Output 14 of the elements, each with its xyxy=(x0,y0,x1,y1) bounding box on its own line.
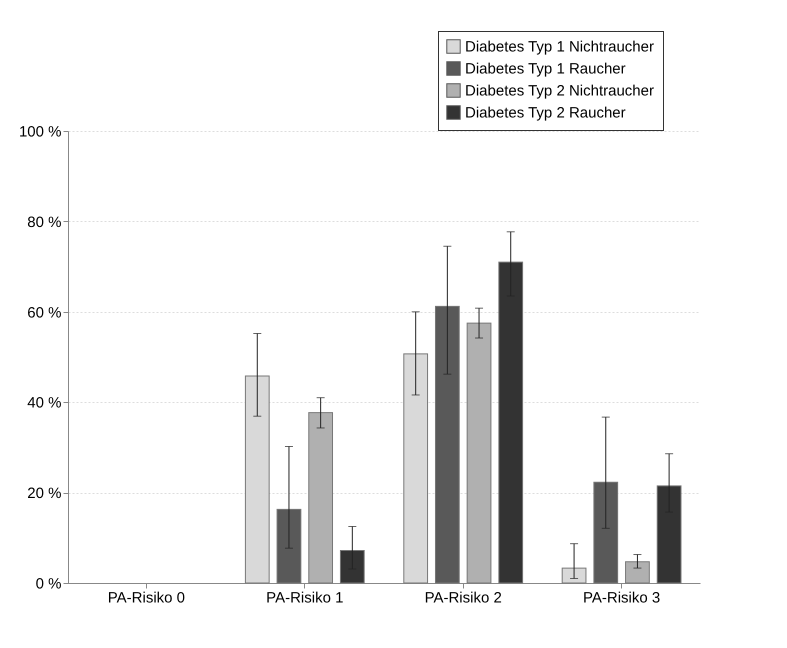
x-tick-label: PA-Risiko 2 xyxy=(424,590,502,606)
y-tick-label: 0 % xyxy=(36,576,62,592)
x-tick-label: PA-Risiko 3 xyxy=(582,590,660,606)
x-tick-label: PA-Risiko 1 xyxy=(266,590,344,606)
legend-label: Diabetes Typ 2 Nichtraucher xyxy=(465,82,654,100)
legend-label: Diabetes Typ 1 Nichtraucher xyxy=(465,38,654,56)
y-tick-label: 60 % xyxy=(27,304,62,322)
y-tick-label: 100 % xyxy=(18,124,62,140)
legend-label: Diabetes Typ 1 Raucher xyxy=(465,60,626,78)
y-tick-label: 80 % xyxy=(27,214,62,231)
legend-label: Diabetes Typ 2 Raucher xyxy=(465,104,626,122)
x-tick-label: PA-Risiko 0 xyxy=(108,590,186,606)
y-tick-label: 40 % xyxy=(27,394,62,412)
y-tick-label: 20 % xyxy=(27,485,62,502)
